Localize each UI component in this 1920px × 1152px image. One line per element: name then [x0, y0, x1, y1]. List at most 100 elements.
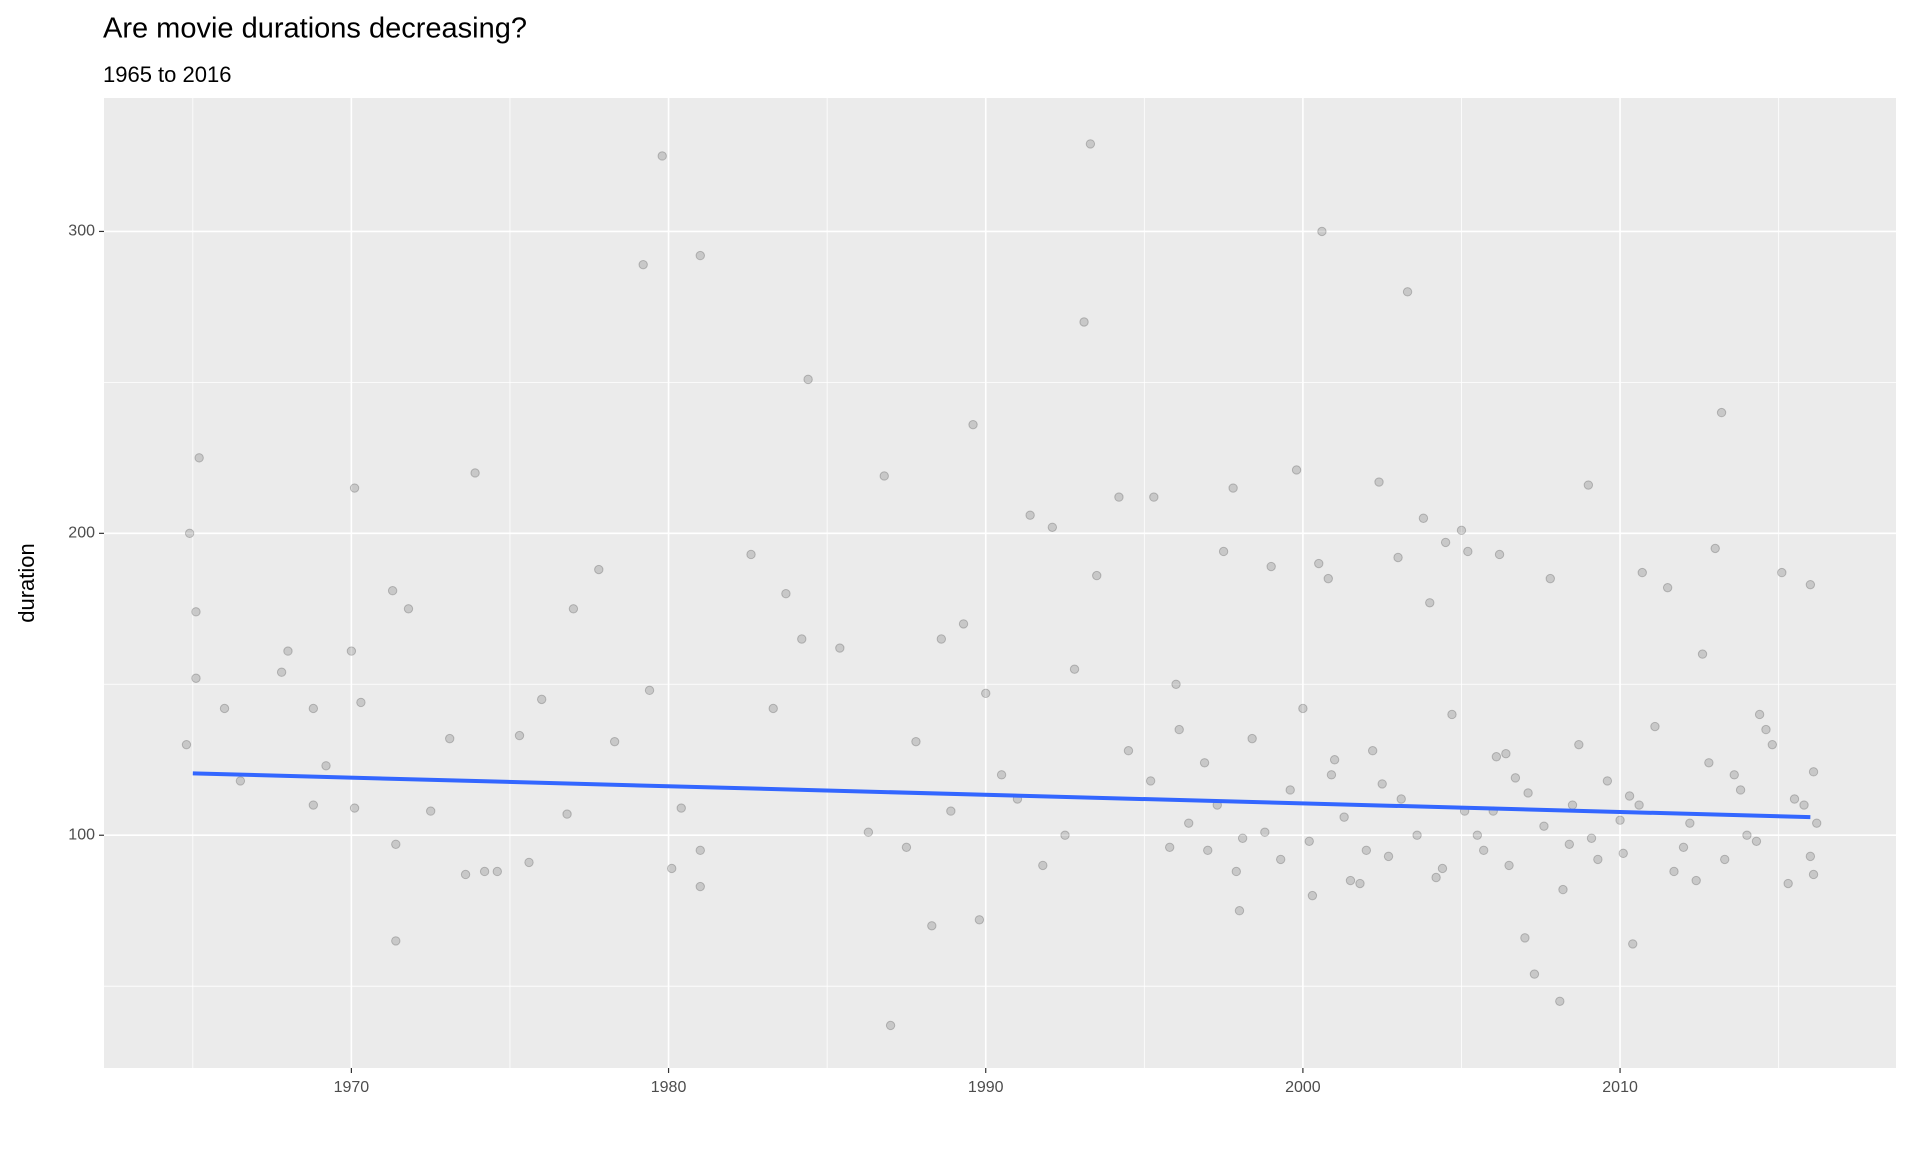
point: [1307, 890, 1318, 901]
point: [308, 800, 319, 810]
point: [1402, 287, 1413, 297]
point: [1799, 800, 1809, 810]
point: [644, 685, 655, 696]
point: [1789, 794, 1800, 804]
point: [1079, 317, 1089, 327]
point: [1431, 872, 1441, 883]
point: [1523, 788, 1533, 798]
point: [657, 151, 667, 161]
point: [1472, 830, 1483, 840]
point: [927, 921, 937, 931]
chart-subtitle: 1965 to 2016: [103, 62, 231, 87]
x-tick-label: 2010: [1602, 1079, 1638, 1096]
point: [1729, 770, 1739, 780]
point: [1650, 721, 1660, 732]
point: [1418, 513, 1429, 523]
point: [1440, 537, 1451, 548]
point: [1628, 939, 1638, 949]
point: [936, 634, 947, 644]
point: [181, 739, 192, 750]
point: [568, 604, 579, 614]
point: [1478, 845, 1489, 856]
point: [958, 619, 969, 629]
point: [1783, 878, 1793, 889]
point: [1520, 933, 1530, 943]
point: [609, 736, 620, 747]
point: [1164, 842, 1175, 853]
point: [445, 733, 455, 744]
x-tick-label: 1970: [334, 1079, 370, 1096]
point: [1662, 582, 1673, 593]
point: [1685, 818, 1695, 828]
plot-panel: [104, 98, 1896, 1068]
point: [1634, 800, 1644, 810]
point: [1710, 543, 1720, 554]
point: [1047, 522, 1058, 532]
point: [194, 453, 204, 463]
point: [1777, 567, 1787, 578]
point: [1510, 773, 1521, 783]
point: [1393, 552, 1403, 563]
point: [460, 869, 471, 880]
point: [901, 842, 912, 853]
point: [1545, 573, 1555, 584]
point: [1808, 869, 1819, 880]
point: [974, 915, 985, 925]
point: [1234, 906, 1245, 916]
point: [470, 468, 480, 478]
point: [1069, 664, 1080, 674]
point: [1085, 139, 1096, 149]
x-tick-label: 1990: [968, 1079, 1004, 1096]
point: [1266, 561, 1276, 572]
point: [1361, 845, 1372, 856]
point: [1174, 724, 1184, 735]
point: [1618, 848, 1628, 859]
point: [1060, 830, 1070, 840]
point: [1377, 779, 1387, 789]
point: [968, 419, 978, 430]
chart-title: Are movie durations decreasing?: [103, 13, 527, 45]
point: [1704, 758, 1714, 768]
point: [638, 259, 648, 270]
point: [1247, 733, 1257, 744]
point: [1456, 525, 1467, 536]
point: [1355, 878, 1365, 889]
point: [536, 694, 547, 705]
point: [1383, 851, 1394, 862]
point: [1574, 739, 1584, 750]
point: [695, 845, 705, 856]
point: [1203, 845, 1213, 856]
point: [1317, 226, 1327, 237]
point: [1231, 866, 1241, 877]
point: [667, 863, 677, 874]
point: [1754, 709, 1765, 720]
point: [514, 730, 525, 741]
trend-line: [192, 771, 1811, 820]
y-tick-label: 300: [68, 223, 95, 240]
point: [235, 776, 246, 786]
point: [863, 827, 874, 837]
point: [1326, 770, 1337, 780]
point: [746, 549, 756, 560]
point: [1437, 863, 1448, 874]
point: [1038, 860, 1048, 871]
point: [1275, 854, 1286, 865]
point: [403, 604, 414, 614]
y-axis-title: duration: [14, 543, 39, 623]
point: [885, 1020, 896, 1031]
point: [1184, 818, 1194, 828]
point: [391, 936, 401, 946]
point: [1691, 875, 1701, 886]
point: [1742, 830, 1752, 840]
point: [1624, 791, 1635, 801]
point: [1323, 573, 1333, 584]
point: [1237, 833, 1248, 843]
point: [879, 471, 889, 481]
point: [676, 803, 686, 813]
point: [349, 483, 360, 493]
point: [1586, 833, 1597, 843]
point: [835, 643, 845, 653]
point: [1425, 598, 1435, 608]
point: [1123, 746, 1134, 756]
point: [1491, 752, 1502, 762]
